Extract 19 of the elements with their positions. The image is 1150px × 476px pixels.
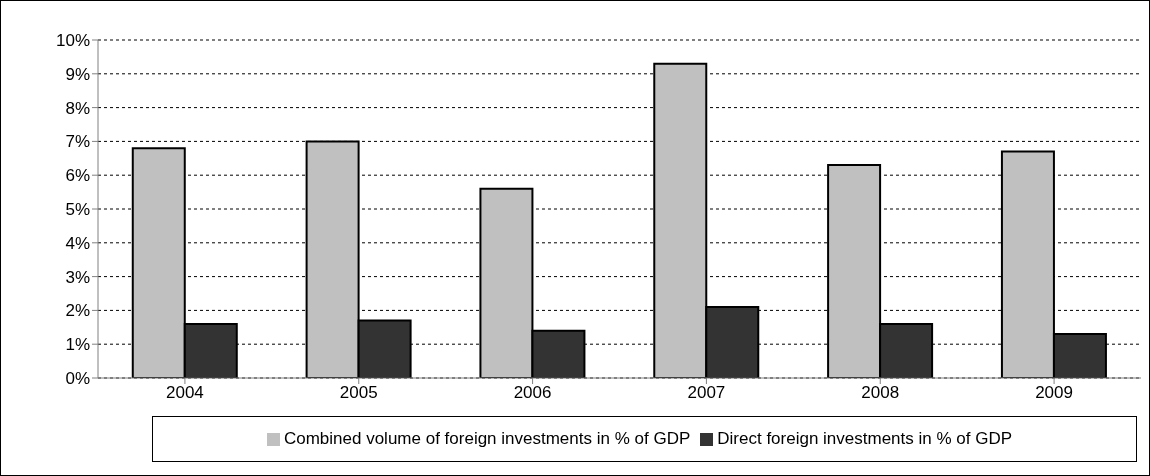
y-tick-label: 4% xyxy=(65,233,90,253)
x-tick-label: 2004 xyxy=(166,383,204,403)
y-tick-label: 6% xyxy=(65,166,90,186)
y-tick-label: 8% xyxy=(65,98,90,118)
legend-label: Combined volume of foreign investments in % of GDP xyxy=(283,429,691,448)
y-tick-label: 7% xyxy=(65,132,90,152)
y-tick-label: 5% xyxy=(65,200,90,220)
x-tick-label: 2009 xyxy=(1035,383,1073,403)
x-tick-label: 2006 xyxy=(513,383,552,403)
y-tick-label: 0% xyxy=(65,369,90,389)
x-tick-label: 2005 xyxy=(339,383,378,403)
y-tick-label: 9% xyxy=(65,64,90,84)
x-tick-label: 2007 xyxy=(687,383,726,403)
y-tick-label: 3% xyxy=(65,267,90,287)
y-tick-label: 1% xyxy=(65,335,90,355)
x-tick-label: 2008 xyxy=(861,383,900,403)
y-tick-label: 10% xyxy=(55,31,90,51)
legend-label: Direct foreign investments in % of GDP xyxy=(717,429,1013,448)
y-tick-label: 2% xyxy=(65,301,90,321)
